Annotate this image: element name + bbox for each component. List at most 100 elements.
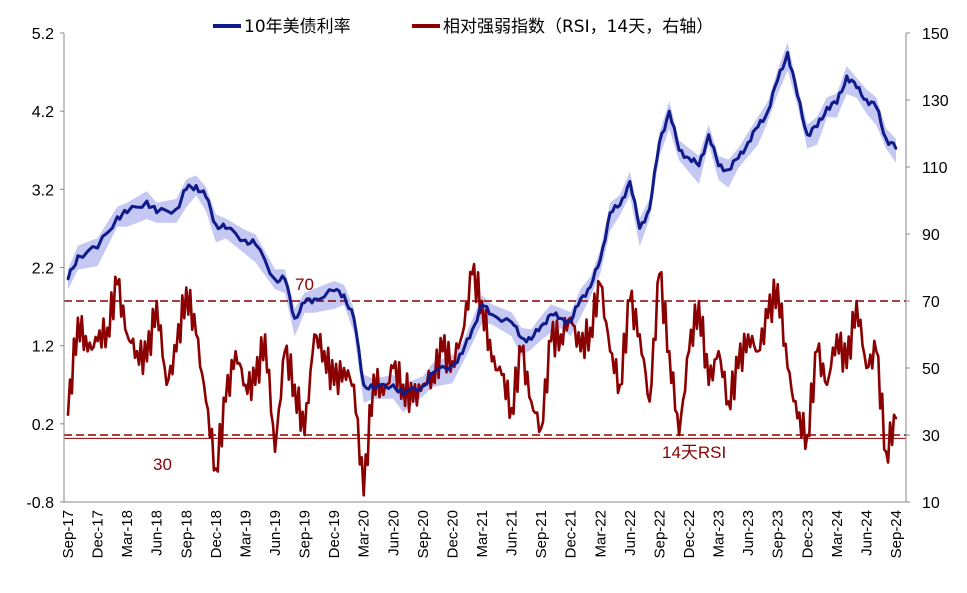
yield-point [244,238,247,242]
rsi-point [628,299,632,303]
x-tick-10: Mar-20 [356,510,373,558]
rsi-point [815,350,819,353]
rsi-point [825,383,829,386]
rsi-point [185,286,188,289]
yield-point [421,385,425,388]
yield-point [116,215,119,218]
legend-item-rsi: 相对强弱指数（RSI，14天，右轴） [412,17,713,37]
refline-label-70: 70 [295,275,314,294]
right-tick-3: 90 [922,227,940,244]
x-tick-13: Dec-20 [444,510,461,558]
yield-point [697,164,701,168]
right-tick-1: 130 [922,93,949,110]
rsi-point [490,360,494,363]
yield-series [66,51,898,396]
rsi-point [786,366,789,370]
yield-band [68,42,896,413]
yield-point [530,338,533,341]
yield-point [845,74,848,78]
rsi-point [677,433,681,437]
x-tick-17: Dec-21 [563,510,580,558]
rsi-point [273,450,277,453]
yield-point [835,102,839,105]
legend-item-yield: 10年美债利率 [213,17,351,37]
left-tick-4: 1.2 [32,339,54,356]
rsi-point [845,366,848,370]
yield-point [76,254,80,257]
rsi-point [717,350,720,353]
x-tick-21: Dec-22 [681,510,698,558]
yield-point [737,156,740,160]
yield-point [865,98,868,101]
x-tick-2: Mar-18 [119,510,136,558]
x-tick-18: Mar-22 [592,510,609,558]
yield-point [894,147,898,150]
rsi-point [234,350,237,353]
yield-point [668,109,671,113]
yield-point [342,293,346,297]
yield-point [776,78,779,82]
yield-point [96,246,99,250]
rsi-point [293,383,296,386]
rsi-point [796,417,799,420]
yield-point [618,203,622,207]
yield-point [451,364,454,367]
rsi-point [461,333,464,336]
x-tick-11: Jun-20 [385,510,402,556]
yield-point [717,164,720,168]
rsi-point [194,333,198,336]
yield-point [273,278,277,281]
x-tick-12: Sep-20 [415,510,432,558]
rsi-point [559,333,563,336]
rsi-point [855,299,858,303]
rsi-point [865,366,868,370]
rsi-point [332,383,336,386]
yield-point [589,285,592,289]
x-tick-15: Jun-21 [504,510,521,556]
rsi-point [224,400,227,403]
yield-point [746,141,750,144]
yield-point [727,168,730,171]
yield-range-band [68,42,896,413]
rsi-point [549,340,553,343]
x-tick-22: Mar-23 [711,510,728,558]
yield-point [125,211,129,214]
rsi-point [155,299,158,303]
yield-point [431,371,434,375]
rsi-point [500,373,503,376]
yield-point [332,289,336,293]
yield-point [185,188,188,191]
yield-line [66,51,898,396]
x-tick-6: Mar-19 [237,510,254,558]
rsi-point [520,350,523,353]
x-tick-20: Sep-22 [651,510,668,558]
right-tick-4: 70 [922,294,940,311]
yield-point [549,313,553,316]
left-tick-2: 3.2 [32,182,54,199]
rsi-point [392,366,395,370]
rsi-point [727,400,730,403]
rsi-point [608,350,612,353]
rsi-point [165,383,168,386]
yield-point [145,199,149,203]
rsi-point [303,433,306,437]
reference-lines [64,300,906,439]
rsi-point [244,383,247,386]
x-tick-24: Sep-23 [770,510,787,558]
rsi-point [579,350,582,353]
yield-point [687,156,691,160]
yield-point [401,392,405,396]
right-tick-5: 50 [922,361,940,378]
rsi-point [116,283,119,286]
yield-point [559,317,563,320]
yield-point [293,317,296,320]
rsi-point [401,383,405,386]
rsi-point [835,333,839,336]
rsi-point [589,326,592,329]
x-tick-4: Sep-18 [178,510,195,558]
yield-point [628,180,632,183]
yield-point [539,324,543,328]
rsi-point [372,373,375,376]
x-tick-8: Sep-19 [297,510,314,558]
